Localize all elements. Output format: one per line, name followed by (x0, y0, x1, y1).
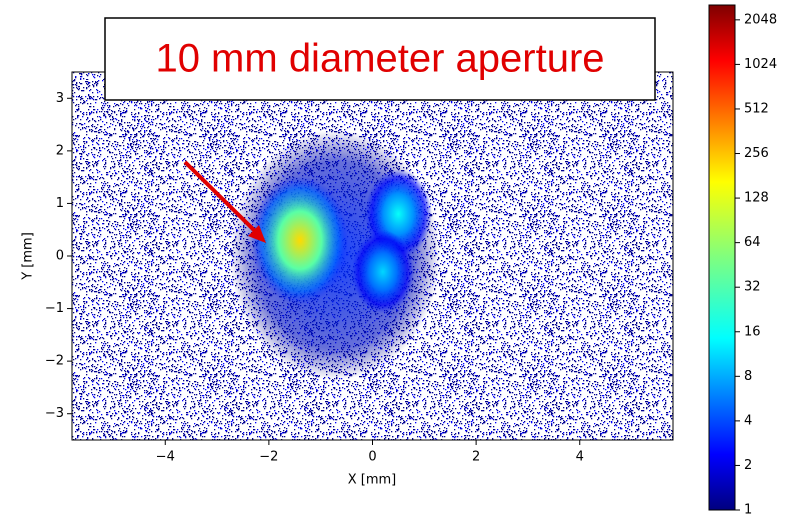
colorbar-tick-label: 128 (744, 191, 769, 206)
colorbar-tick-label: 1024 (744, 57, 777, 72)
x-tick-label: 2 (472, 450, 480, 465)
colorbar-tick-label: 2048 (744, 12, 777, 27)
x-tick-label: 0 (368, 450, 376, 465)
spots (230, 130, 440, 380)
y-tick-label: −3 (45, 406, 64, 421)
colorbar-tick-label: 32 (744, 280, 761, 295)
colorbar (708, 4, 736, 511)
x-tick-label: 4 (576, 450, 584, 465)
colorbar-tick-label: 1 (744, 503, 752, 515)
colorbar-tick-label: 2 (744, 458, 752, 473)
x-tick-label: −2 (259, 450, 278, 465)
spot (351, 230, 414, 314)
y-tick-label: −2 (45, 354, 64, 369)
spot (251, 175, 349, 305)
annotation-box (104, 17, 656, 101)
colorbar-tick-label: 4 (744, 413, 752, 428)
y-tick-label: 0 (56, 249, 64, 264)
y-tick-label: 3 (56, 91, 64, 106)
y-tick-label: 1 (56, 196, 64, 211)
y-axis-label: Y [mm] (21, 232, 36, 281)
x-tick-label: −4 (156, 450, 175, 465)
x-axis-label: X [mm] (348, 473, 397, 488)
annotation: 10 mm diameter aperture (155, 37, 604, 81)
arrow (183, 160, 260, 236)
colorbar-tick-label: 64 (744, 235, 761, 250)
colorbar-tick-label: 512 (744, 101, 769, 116)
arrow-head (248, 225, 266, 243)
colorbar-tick-label: 256 (744, 146, 769, 161)
y-tick-label: 2 (56, 143, 64, 158)
y-tick-label: −1 (45, 301, 64, 316)
colorbar-tick-label: 8 (744, 369, 752, 384)
colorbar-tick-label: 16 (744, 324, 761, 339)
